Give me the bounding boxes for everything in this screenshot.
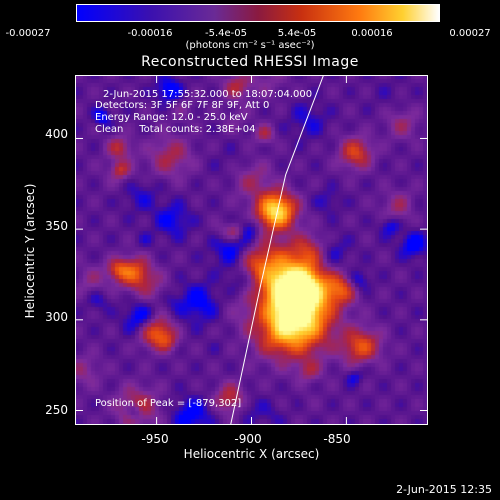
chart-title: Reconstructed RHESSI Image: [141, 54, 359, 70]
y-tick-label: 300: [45, 310, 68, 324]
y-axis-label: Heliocentric Y (arcsec): [23, 183, 37, 319]
plot-overlay: [75, 75, 428, 425]
colorbar: [76, 4, 440, 22]
heatmap-image: [75, 75, 428, 425]
footer-timestamp: 2-Jun-2015 12:35: [396, 483, 492, 496]
colorbar-tick: 5.4e-05: [277, 28, 317, 39]
y-tick-label: 350: [45, 219, 68, 233]
peak-position-label: Position of Peak = [-879,302]: [95, 398, 242, 409]
x-axis-label: Heliocentric X (arcsec): [183, 447, 320, 461]
y-tick-label: 250: [45, 403, 68, 417]
colorbar-tick: -0.00027: [5, 28, 51, 39]
y-tick-label: 400: [45, 127, 68, 141]
colorbar-tick: -0.00016: [127, 28, 173, 39]
detectors-label: Detectors: 3F 5F 6F 7F 8F 9F, Att 0: [95, 100, 270, 111]
colorbar-tick: 0.00016: [351, 28, 393, 39]
solar-limb-line: [230, 75, 325, 425]
x-tick-label: -950: [141, 432, 169, 446]
x-tick-label: -850: [323, 432, 351, 446]
colorbar-units: (photons cm⁻² s⁻¹ asec⁻²): [185, 40, 315, 51]
colorbar-tick: -5.4e-05: [205, 28, 247, 39]
clean-counts-label: Clean Total counts: 2.38E+04: [95, 124, 256, 135]
colorbar-tick: 0.00027: [449, 28, 491, 39]
x-tick-label: -900: [234, 432, 262, 446]
time-range-label: 2-Jun-2015 17:55:32.000 to 18:07:04.000: [103, 89, 313, 100]
energy-range-label: Energy Range: 12.0 - 25.0 keV: [95, 112, 248, 123]
